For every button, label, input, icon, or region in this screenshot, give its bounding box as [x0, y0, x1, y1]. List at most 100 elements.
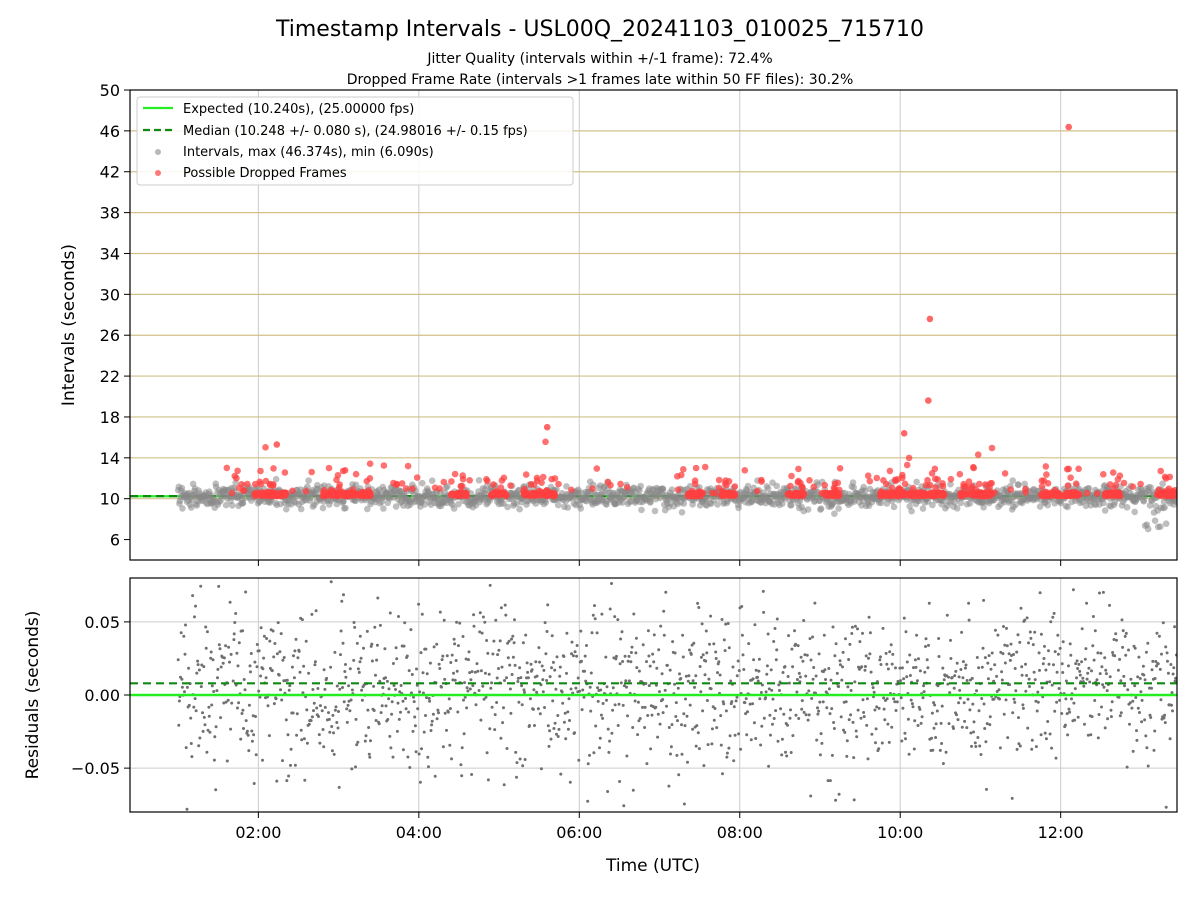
residual-point	[1171, 709, 1174, 713]
residual-point	[228, 660, 231, 664]
residual-point	[673, 682, 677, 686]
dropped-frame-point	[991, 489, 998, 496]
residual-point	[224, 644, 228, 648]
residual-point	[369, 739, 372, 743]
residual-point	[467, 658, 470, 662]
residual-point	[772, 717, 776, 720]
dropped-frame-point	[1042, 463, 1050, 470]
residual-point	[998, 746, 1002, 750]
residual-point	[196, 659, 200, 663]
residual-point	[630, 645, 634, 649]
residual-point	[214, 725, 218, 729]
residual-point	[548, 675, 552, 679]
residual-point	[280, 698, 284, 702]
residual-point	[479, 718, 483, 722]
residual-point	[954, 669, 958, 673]
dropped-frame-point	[262, 477, 270, 485]
dropped-frame-point	[793, 490, 801, 497]
residual-point	[312, 709, 315, 713]
residual-point	[194, 709, 198, 713]
residual-point	[969, 731, 973, 735]
residual-point	[389, 746, 393, 750]
dropped-frame-point	[1120, 479, 1128, 487]
residual-point	[922, 690, 926, 694]
residual-point	[335, 684, 339, 688]
residual-point	[184, 623, 187, 627]
interval-point	[272, 475, 280, 483]
residual-point	[275, 652, 279, 656]
residual-point	[616, 618, 620, 622]
residual-point	[992, 679, 996, 683]
residual-point	[321, 728, 325, 731]
residual-point	[190, 755, 194, 759]
residual-point	[384, 704, 388, 708]
residual-point	[850, 625, 854, 629]
residual-point	[665, 663, 669, 667]
residual-point	[492, 575, 495, 578]
residual-point	[1076, 715, 1080, 719]
residual-point	[360, 698, 364, 702]
dropped-frame-outlier-point	[900, 430, 908, 437]
residual-point	[1018, 640, 1022, 644]
residual-point	[1119, 711, 1123, 715]
residual-point	[338, 687, 342, 691]
residual-point	[330, 725, 334, 728]
residual-point	[619, 681, 623, 685]
dropped-frame-point	[402, 485, 410, 492]
dropped-frame-point	[251, 491, 259, 499]
residual-point	[599, 688, 603, 692]
dropped-frame-points	[223, 123, 1177, 500]
residual-point	[424, 647, 428, 651]
interval-point	[1009, 477, 1016, 484]
residual-point	[844, 637, 847, 641]
residual-point	[584, 679, 588, 683]
interval-point	[450, 505, 458, 512]
dropped-frame-point	[281, 469, 289, 476]
residual-point	[300, 618, 304, 622]
residual-point	[765, 664, 769, 668]
residual-point	[932, 726, 936, 730]
residual-point	[332, 731, 335, 735]
residual-point	[759, 743, 763, 747]
residual-point	[217, 643, 221, 647]
residual-point	[490, 681, 494, 685]
residual-point	[789, 708, 792, 712]
residual-point	[370, 642, 374, 646]
residual-point	[1058, 646, 1062, 650]
residual-point	[800, 707, 804, 711]
residual-point	[696, 601, 700, 605]
intervals-y-tick-label: 22	[100, 367, 120, 386]
residual-point	[752, 721, 756, 725]
residual-point	[292, 676, 296, 680]
residual-point	[519, 676, 523, 680]
dropped-frame-point	[901, 480, 909, 488]
residual-point	[838, 663, 842, 667]
dropped-frame-point	[1100, 471, 1107, 478]
residual-point	[982, 702, 986, 706]
residual-point	[647, 684, 651, 688]
residual-point	[1088, 680, 1092, 684]
residual-point	[909, 698, 913, 702]
residual-point	[588, 685, 592, 689]
residual-point	[647, 654, 651, 658]
residual-point	[185, 685, 189, 689]
dropped-frame-point	[974, 451, 982, 459]
interval-point	[342, 504, 349, 512]
residual-point	[429, 729, 433, 732]
residual-point	[1053, 650, 1057, 654]
residual-point	[886, 722, 890, 726]
residual-point	[641, 643, 645, 647]
residual-point	[176, 658, 180, 662]
residual-point	[356, 740, 360, 744]
interval-point	[714, 501, 721, 508]
residual-point	[786, 675, 790, 678]
residual-point	[754, 668, 758, 672]
dropped-frame-point	[1064, 482, 1072, 490]
residual-point	[743, 701, 747, 705]
residual-point	[247, 703, 251, 707]
dropped-frame-point	[965, 478, 973, 485]
dropped-frame-point	[903, 461, 911, 469]
residual-point	[875, 705, 879, 709]
residual-point	[443, 711, 447, 715]
